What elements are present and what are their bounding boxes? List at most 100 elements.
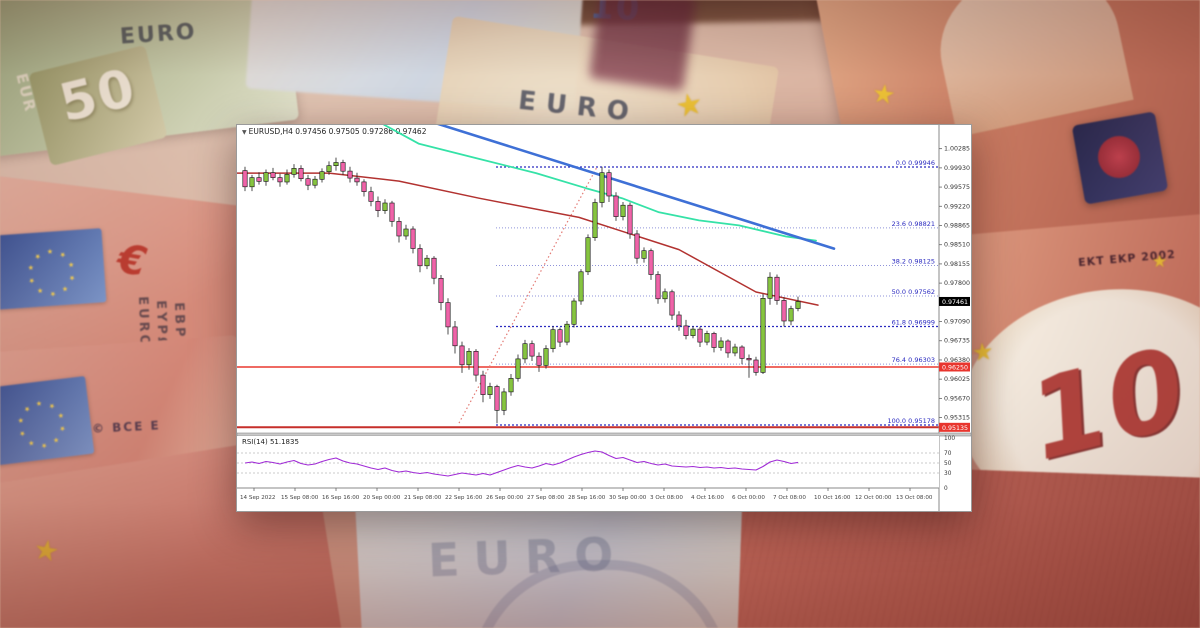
time-axis: 14 Sep 2022 15 Sep 08:00 16 Sep 16:00 20 Se… (240, 488, 933, 501)
bull-candle (466, 351, 472, 366)
rsi-line (244, 450, 799, 477)
price-tick-label: 0.99575 (944, 184, 970, 191)
price-tick-label: 0.96380 (944, 357, 970, 364)
teal-moving-average (383, 125, 817, 242)
fib-label-76.4: 76.4 0.96303 (892, 356, 935, 364)
price-tick-label: 0.95315 (944, 415, 970, 422)
bear-candle (396, 221, 402, 237)
support-price-tag (939, 362, 970, 372)
fib-label-23.6: 23.6 0.98821 (892, 220, 935, 228)
bid-price-tag-text: 0.97461 (942, 299, 968, 306)
time-tick-label: 6 Oct 00:00 (732, 495, 765, 501)
bear-candle (368, 191, 374, 202)
bear-candle (305, 178, 311, 186)
price-tick-label: 0.98155 (944, 261, 970, 268)
bull-candle (326, 165, 332, 173)
star-icon-right-small: ★ (1152, 252, 1167, 272)
bear-candle (410, 228, 416, 249)
bear-candle (697, 328, 703, 343)
price-tick-label: 0.96025 (944, 376, 970, 383)
support-price-tag-text: 0.95135 (942, 425, 968, 432)
bear-candle (676, 314, 682, 327)
price-tick-label: 0.98510 (944, 242, 970, 249)
chart-title: ▼ EURUSD,H4 0.97456 0.97505 0.97286 0.974… (242, 127, 426, 136)
fibonacci-lines: 0.0 0.99946 23.6 0.98821 38.2 0.98125 50.0 … (496, 159, 939, 426)
bear-candle (242, 170, 248, 188)
bull-candle (571, 300, 577, 325)
bull-candle (487, 386, 493, 395)
time-tick-label: 10 Oct 16:00 (814, 495, 851, 501)
fib-label-0.0: 0.0 0.99946 (896, 159, 935, 167)
bear-candle (438, 278, 444, 303)
bear-candle (781, 300, 787, 322)
time-tick-label: 20 Sep 00:00 (363, 495, 401, 501)
bear-candle (445, 302, 451, 328)
price-tick-label: 0.97800 (944, 280, 970, 287)
bear-candle (480, 374, 486, 395)
bear-candle (753, 359, 759, 373)
time-tick-label: 21 Sep 08:00 (404, 495, 442, 501)
price-tick-label: 0.99220 (944, 203, 970, 210)
bear-candle (606, 172, 612, 197)
bull-candle (550, 329, 556, 349)
bull-candle (641, 250, 647, 259)
bull-candle (662, 291, 668, 300)
time-tick-label: 15 Sep 08:00 (281, 495, 319, 501)
bear-candle (648, 250, 654, 275)
fib-label-61.8: 61.8 0.96999 (892, 319, 935, 327)
bull-candle (424, 257, 430, 267)
bear-candle (739, 346, 745, 359)
bear-candle (361, 181, 367, 192)
bull-candle (249, 177, 255, 188)
bear-candle (340, 162, 346, 172)
price-tick-label: 0.96735 (944, 338, 970, 345)
bull-candle (704, 333, 710, 343)
time-tick-label: 30 Sep 00:00 (609, 495, 647, 501)
rsi-scale-label: 0 (944, 486, 948, 492)
bear-candle (277, 177, 283, 183)
bull-candle (578, 271, 584, 302)
bull-candle (382, 202, 388, 211)
bull-candle (508, 378, 514, 393)
bear-candle (634, 233, 640, 259)
bull-candle (760, 298, 766, 373)
time-tick-label: 28 Sep 16:00 (568, 495, 606, 501)
price-tick-label: 0.98865 (944, 222, 970, 229)
bear-candle (669, 291, 675, 316)
bull-candle (319, 171, 325, 180)
bull-candle (732, 346, 738, 354)
chart-title-text: EURUSD,H4 0.97456 0.97505 0.97286 0.9746… (248, 127, 427, 136)
rsi-scale-label: 70 (944, 451, 952, 457)
bull-candle (592, 202, 598, 239)
bear-candle (347, 170, 353, 179)
bear-candle (417, 248, 423, 267)
bull-candle (795, 301, 801, 309)
bull-candle (284, 174, 290, 183)
price-tick-label: 0.95670 (944, 395, 970, 402)
bear-candle (683, 325, 689, 336)
bear-candle (557, 329, 563, 343)
bear-candle (270, 172, 276, 178)
bull-candle (599, 172, 605, 203)
bear-candle (536, 355, 542, 366)
bull-candle (690, 328, 696, 336)
bear-candle (655, 274, 661, 300)
bear-candle (774, 276, 780, 301)
support-price-tag (939, 422, 970, 432)
price-tick-label: 0.97090 (944, 319, 970, 326)
note-navy-circle (1098, 136, 1140, 178)
bear-candle (494, 386, 500, 411)
bear-candle (473, 351, 479, 376)
time-tick-label: 22 Sep 16:00 (445, 495, 483, 501)
bear-candle (746, 358, 752, 361)
price-tick-label: 0.99930 (944, 165, 970, 172)
bear-candle (627, 204, 633, 235)
time-tick-label: 16 Sep 16:00 (322, 495, 360, 501)
bear-candle (459, 345, 465, 366)
bear-candle (389, 202, 395, 222)
bull-candle (501, 391, 507, 411)
chart-panel: ▼ EURUSD,H4 0.97456 0.97505 0.97286 0.974… (236, 124, 972, 512)
time-tick-label: 26 Sep 00:00 (486, 495, 524, 501)
rsi-pane: 100 70 50 30 0 (237, 436, 955, 492)
bull-candle (718, 340, 724, 348)
